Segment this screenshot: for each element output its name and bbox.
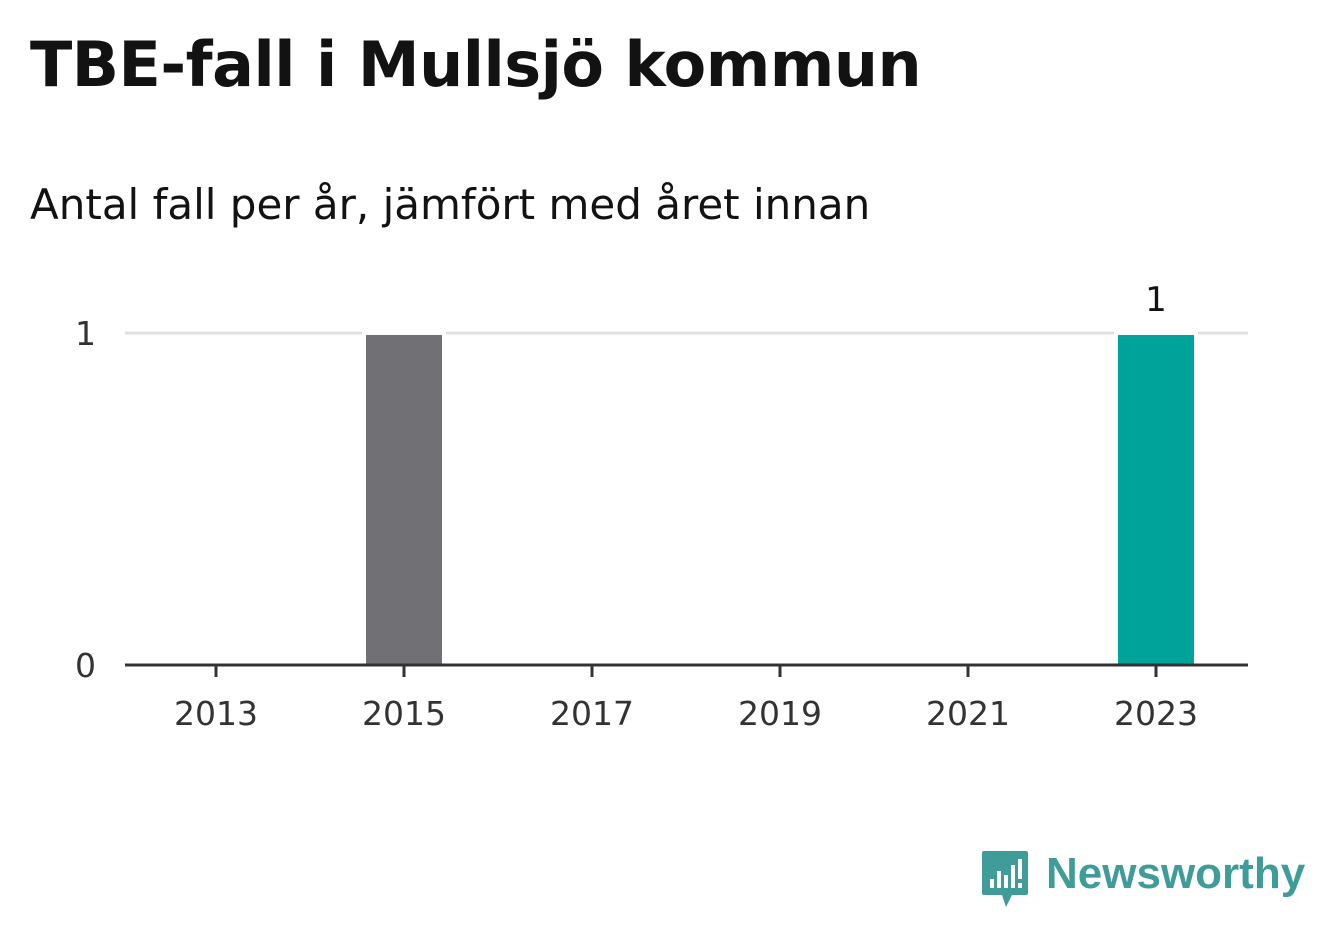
x-tick-label: 2019 [738, 694, 822, 733]
bar-2023 [1118, 335, 1194, 665]
x-tick-label: 2023 [1114, 694, 1198, 733]
y-tick-label: 0 [75, 646, 96, 685]
x-tick-label: 2021 [926, 694, 1010, 733]
bars [362, 330, 1198, 665]
chart-subtitle: Antal fall per år, jämfört med året inna… [30, 180, 871, 229]
labels: 0 1 2013 2015 2017 2019 2021 2023 1 [75, 280, 1198, 733]
chart-title: TBE-fall i Mullsjö kommun [30, 28, 922, 101]
y-tick-label: 1 [75, 314, 96, 353]
data-label-2023: 1 [1145, 280, 1167, 320]
axes [125, 663, 1248, 677]
newsworthy-logo-icon [982, 851, 1028, 907]
x-tick-label: 2017 [550, 694, 634, 733]
brand-name: Newsworthy [1046, 849, 1306, 898]
bar-2015 [366, 335, 442, 665]
newsworthy-brand: Newsworthy [980, 848, 1305, 912]
x-tick-label: 2013 [174, 694, 258, 733]
x-tick-label: 2015 [362, 694, 446, 733]
